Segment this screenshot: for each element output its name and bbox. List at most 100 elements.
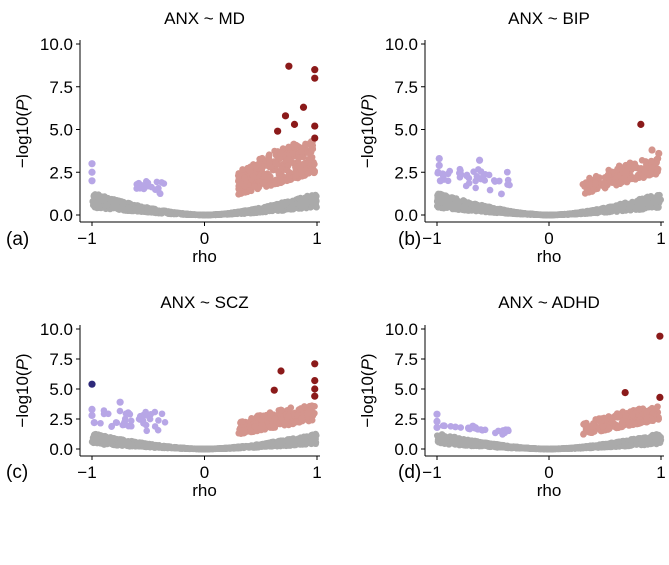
data-point: [259, 440, 266, 448]
data-point: [595, 415, 603, 422]
x-tick-label: 0: [200, 229, 209, 248]
data-point: [290, 439, 298, 447]
data-point: [621, 442, 629, 450]
data-point-highlight: [469, 422, 477, 430]
panel-label: (c): [6, 462, 28, 483]
data-point: [487, 205, 494, 213]
data-point-highlight: [281, 112, 290, 120]
data-point-highlight: [270, 386, 278, 394]
data-point: [230, 209, 238, 216]
data-point: [649, 199, 657, 206]
data-point-highlight: [655, 149, 663, 158]
data-point: [622, 412, 629, 420]
x-tick-label: 1: [656, 229, 665, 248]
data-point: [641, 168, 649, 175]
data-point: [101, 196, 108, 204]
data-point: [583, 187, 591, 194]
data-point-highlight: [311, 377, 319, 385]
data-point: [127, 441, 134, 449]
data-point: [457, 424, 465, 431]
data-point: [255, 161, 262, 168]
data-point: [180, 444, 188, 452]
data-point: [626, 175, 634, 183]
data-point: [154, 426, 162, 434]
data-point: [629, 411, 637, 419]
data-point: [311, 160, 318, 168]
data-point-highlight: [88, 168, 96, 176]
x-tick-label: −1: [77, 229, 96, 248]
y-axis-label: −log10(P): [13, 353, 32, 427]
data-point: [648, 417, 655, 424]
data-point: [305, 170, 312, 177]
y-tick-label: 5.0: [49, 121, 73, 140]
data-point-highlight: [621, 389, 629, 397]
data-point: [454, 201, 462, 209]
data-point: [505, 427, 512, 435]
data-point: [446, 167, 454, 175]
data-point: [592, 172, 600, 180]
data-point: [490, 443, 498, 450]
data-point: [616, 179, 624, 186]
data-point: [290, 140, 298, 148]
data-point: [142, 421, 150, 429]
data-point: [267, 182, 275, 189]
data-point: [536, 445, 543, 453]
y-tick-label: 7.5: [49, 78, 73, 97]
data-point: [477, 168, 485, 175]
data-point: [89, 198, 97, 206]
data-point: [298, 415, 305, 423]
data-point: [289, 150, 296, 158]
data-point: [551, 211, 559, 219]
data-point: [94, 438, 101, 446]
data-point: [633, 441, 640, 448]
data-point: [249, 173, 257, 181]
data-point-highlight: [439, 170, 447, 178]
data-point: [248, 414, 255, 422]
data-point-highlight: [656, 393, 664, 401]
data-point: [503, 168, 511, 176]
data-point: [135, 441, 142, 448]
data-point: [596, 442, 604, 450]
data-point: [456, 169, 463, 177]
panel-title: ANX ~ ADHD: [498, 293, 600, 312]
data-point: [285, 143, 292, 151]
data-point: [206, 211, 214, 219]
data-point: [251, 183, 258, 190]
data-point: [655, 431, 662, 439]
data-point: [144, 207, 152, 214]
data-point: [295, 154, 302, 162]
data-point: [504, 176, 512, 184]
data-point-highlight: [475, 156, 484, 164]
data-point: [573, 209, 581, 217]
data-point: [125, 204, 133, 212]
x-axis-label: rho: [537, 481, 562, 500]
data-point: [586, 429, 593, 436]
data-point: [630, 164, 638, 172]
data-point: [639, 204, 646, 212]
panel-label: (a): [6, 229, 29, 250]
data-point: [286, 156, 293, 164]
data-point: [197, 445, 205, 453]
data-point: [600, 414, 608, 422]
data-point-highlight: [435, 154, 443, 163]
data-point: [258, 166, 266, 173]
x-tick-label: 1: [312, 229, 321, 248]
data-point: [586, 180, 593, 188]
y-axis-label: −log10(P): [13, 94, 32, 168]
y-tick-label: 7.5: [394, 350, 418, 369]
data-point-highlight: [277, 367, 285, 375]
data-point: [260, 412, 267, 420]
data-point: [298, 434, 305, 442]
data-point: [253, 208, 261, 216]
data-point: [261, 171, 268, 178]
data-point: [514, 210, 522, 218]
data-points: [433, 332, 665, 453]
data-point: [155, 417, 162, 424]
y-tick-label: 5.0: [49, 380, 73, 399]
data-point: [589, 421, 597, 429]
data-point: [580, 430, 588, 438]
data-point: [291, 419, 299, 426]
data-point: [434, 432, 441, 439]
